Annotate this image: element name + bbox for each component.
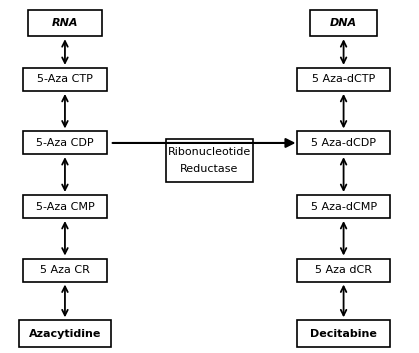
Bar [297,195,390,218]
Bar [310,10,377,36]
Text: 5-Aza CDP: 5-Aza CDP [36,138,94,148]
Bar [23,258,107,282]
Text: 5 Aza-dCTP: 5 Aza-dCTP [312,74,375,84]
Text: Decitabine: Decitabine [310,329,377,339]
Text: RNA: RNA [52,18,78,28]
Text: Azacytidine: Azacytidine [29,329,101,339]
Bar [28,10,101,36]
Bar [19,321,111,347]
Bar [297,131,390,155]
Text: 5-Aza CTP: 5-Aza CTP [37,74,93,84]
Bar [297,68,390,91]
Bar [23,195,107,218]
Text: 5 Aza-dCMP: 5 Aza-dCMP [310,202,377,211]
Text: 5 Aza dCR: 5 Aza dCR [315,265,372,275]
Bar [297,321,390,347]
Text: Ribonucleotide: Ribonucleotide [168,147,251,157]
Text: Reductase: Reductase [180,164,239,174]
Text: DNA: DNA [330,18,357,28]
Bar [166,139,253,182]
Bar [297,258,390,282]
Text: 5-Aza CMP: 5-Aza CMP [36,202,94,211]
Text: 5 Aza-dCDP: 5 Aza-dCDP [311,138,376,148]
Text: 5 Aza CR: 5 Aza CR [40,265,90,275]
Bar [23,131,107,155]
Bar [23,68,107,91]
